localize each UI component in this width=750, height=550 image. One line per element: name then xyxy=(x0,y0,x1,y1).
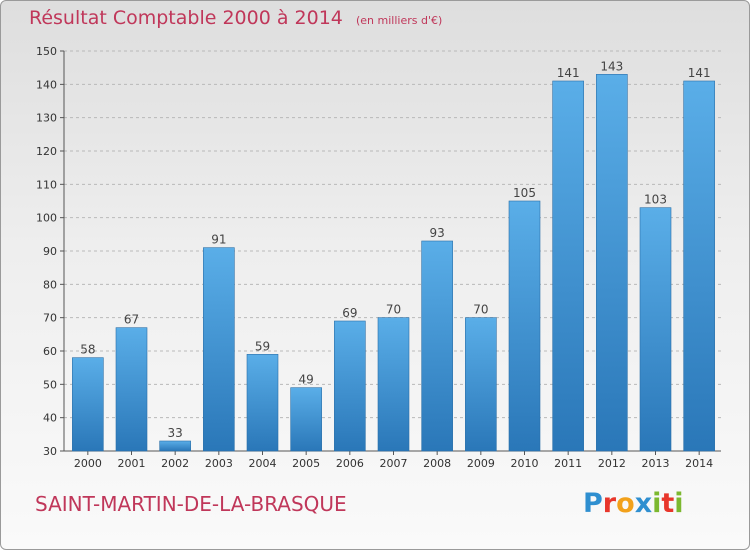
data-label: 143 xyxy=(600,59,623,73)
y-tick-label: 130 xyxy=(36,112,57,125)
y-tick-label: 150 xyxy=(36,45,57,58)
bar-2005 xyxy=(290,387,322,452)
logo-letter: i xyxy=(674,488,684,519)
commune-name: SAINT-MARTIN-DE-LA-BRASQUE xyxy=(35,492,347,516)
x-tick-label: 2001 xyxy=(118,457,146,470)
y-tick-label: 30 xyxy=(43,445,57,458)
x-tick-label: 2014 xyxy=(685,457,713,470)
bar-2010 xyxy=(508,200,541,452)
data-label: 105 xyxy=(513,186,536,200)
x-tick-label: 2004 xyxy=(249,457,277,470)
logo-letter: P xyxy=(583,488,603,519)
chart-unit: (en milliers d'€) xyxy=(355,14,443,27)
chart-title: Résultat Comptable 2000 à 2014 xyxy=(29,7,343,29)
y-tick-label: 90 xyxy=(43,245,57,258)
data-labels: 58 67 33 91 59 49 69 70 93 70 105 141 143 103 141 xyxy=(80,59,710,440)
data-label: 141 xyxy=(557,66,580,80)
chart-title-block: Résultat Comptable 2000 à 2014 (en milli… xyxy=(29,7,442,29)
data-label: 33 xyxy=(168,426,183,440)
y-tick-label: 120 xyxy=(36,145,57,158)
x-tick-label: 2010 xyxy=(511,457,539,470)
logo-letter: i xyxy=(652,488,662,519)
bar-2013 xyxy=(639,207,672,452)
logo-letter: r xyxy=(602,488,617,519)
logo-letter: x xyxy=(634,488,653,519)
data-label: 93 xyxy=(430,226,445,240)
bar-2012 xyxy=(596,74,628,452)
data-label: 59 xyxy=(255,339,270,353)
x-tick-label: 2000 xyxy=(74,457,102,470)
logo-letter: o xyxy=(616,488,635,519)
logo-letter: t xyxy=(661,488,675,519)
bar-2004 xyxy=(246,354,279,452)
y-tick-label: 80 xyxy=(43,278,57,291)
y-tick-label: 140 xyxy=(36,78,57,91)
y-tick-label: 70 xyxy=(43,312,57,325)
x-tick-label: 2005 xyxy=(292,457,320,470)
x-tick-label: 2007 xyxy=(380,457,408,470)
bar-2009 xyxy=(465,317,497,452)
bar-2001 xyxy=(115,327,148,452)
bar-2002 xyxy=(159,440,191,452)
bar-2007 xyxy=(377,317,410,452)
data-label: 103 xyxy=(644,193,667,207)
data-label: 67 xyxy=(124,313,139,327)
x-tick-label: 2003 xyxy=(205,457,233,470)
bar-2000 xyxy=(72,357,104,452)
bar-2008 xyxy=(421,240,453,452)
y-tick-label: 50 xyxy=(43,378,57,391)
axes: 30 40 50 60 70 80 90 100 110 120 130 140 150 2000 2001… xyxy=(36,45,721,470)
proxiti-logo: Proxiti xyxy=(583,488,684,519)
x-tick-label: 2006 xyxy=(336,457,364,470)
data-label: 70 xyxy=(386,303,401,317)
x-tick-label: 2011 xyxy=(554,457,582,470)
data-label: 91 xyxy=(211,233,226,247)
bar-2003 xyxy=(203,247,235,452)
data-label: 141 xyxy=(688,66,711,80)
bar-2014 xyxy=(683,80,715,452)
bar-2006 xyxy=(334,320,366,452)
y-tick-label: 40 xyxy=(43,412,57,425)
y-tick-label: 60 xyxy=(43,345,57,358)
bars xyxy=(72,74,715,452)
data-label: 70 xyxy=(473,303,488,317)
x-tick-label: 2008 xyxy=(423,457,451,470)
data-label: 69 xyxy=(342,306,357,320)
x-tick-label: 2013 xyxy=(642,457,670,470)
x-tick-label: 2009 xyxy=(467,457,495,470)
x-tick-label: 2012 xyxy=(598,457,626,470)
data-label: 49 xyxy=(299,373,314,387)
y-tick-label: 100 xyxy=(36,212,57,225)
data-label: 58 xyxy=(80,343,95,357)
y-tick-label: 110 xyxy=(36,178,57,191)
x-tick-label: 2002 xyxy=(161,457,189,470)
bar-2011 xyxy=(552,80,584,452)
